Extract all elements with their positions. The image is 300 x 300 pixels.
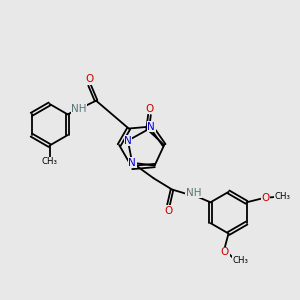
Text: NH: NH xyxy=(71,104,87,114)
Text: N: N xyxy=(128,158,136,168)
Text: O: O xyxy=(221,247,229,257)
Text: CH₃: CH₃ xyxy=(274,193,290,202)
Text: O: O xyxy=(164,206,172,216)
Text: N: N xyxy=(124,136,132,146)
Text: NH: NH xyxy=(186,188,201,197)
Text: CH₃: CH₃ xyxy=(232,256,248,265)
Text: O: O xyxy=(85,74,94,84)
Text: N: N xyxy=(147,122,155,132)
Text: CH₃: CH₃ xyxy=(41,158,58,166)
Text: O: O xyxy=(261,193,270,203)
Text: O: O xyxy=(145,104,154,114)
